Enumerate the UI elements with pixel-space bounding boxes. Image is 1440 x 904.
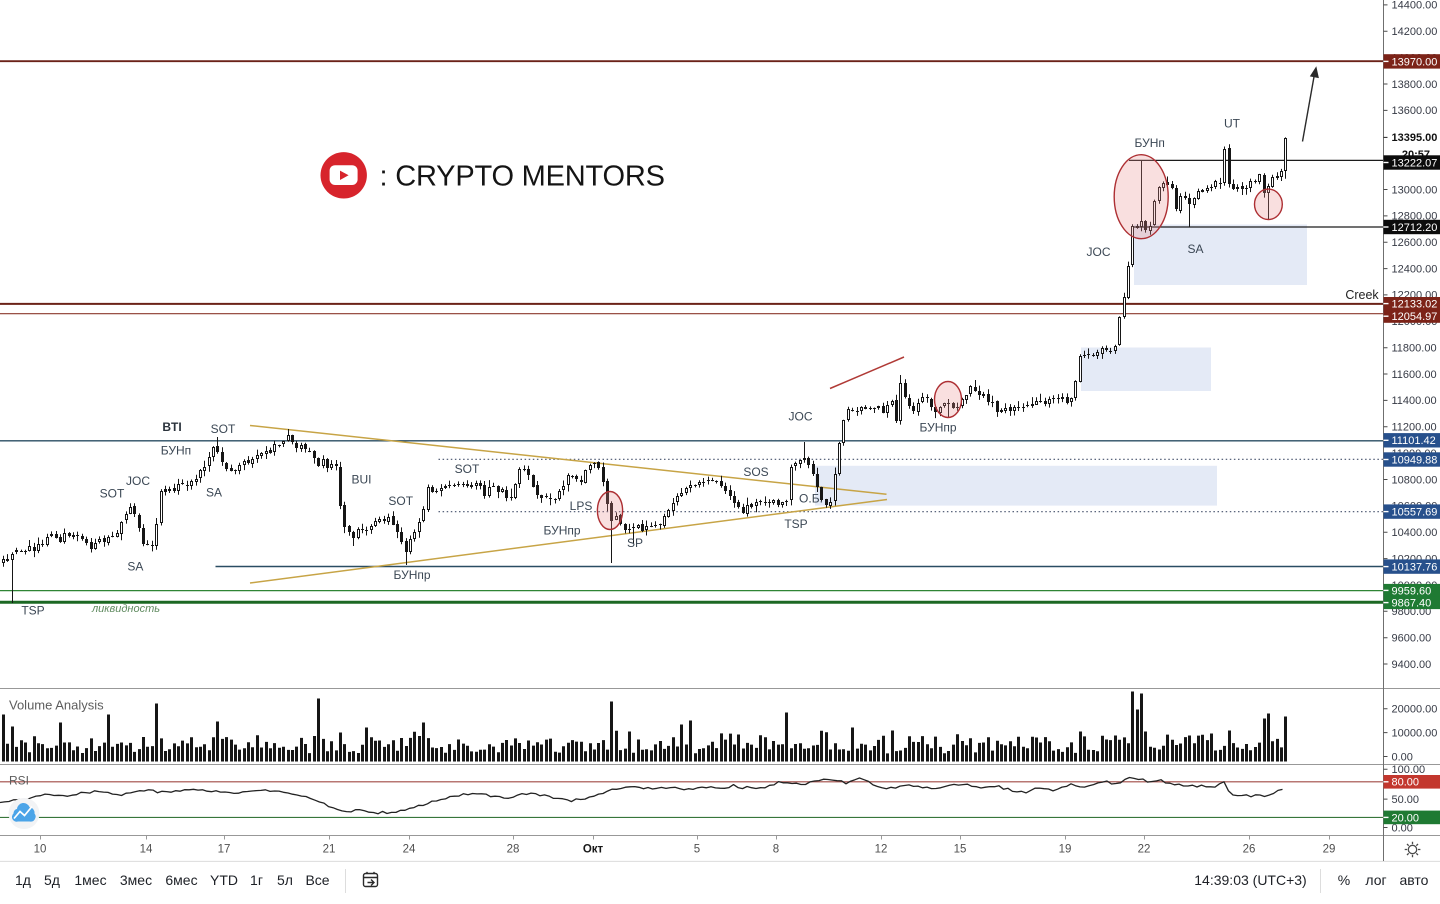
svg-text:лог: лог: [1365, 872, 1386, 888]
svg-text:80.00: 80.00: [1392, 777, 1420, 789]
svg-text:SOT: SOT: [211, 422, 236, 436]
svg-text:22: 22: [1138, 844, 1151, 856]
svg-text:9400.00: 9400.00: [1392, 659, 1432, 671]
svg-text:14400.00: 14400.00: [1392, 0, 1438, 12]
svg-text:TSP: TSP: [21, 604, 44, 618]
svg-text:11600.00: 11600.00: [1392, 369, 1437, 381]
svg-text:28: 28: [507, 844, 520, 856]
svg-text:5: 5: [694, 844, 700, 856]
svg-text:Все: Все: [305, 872, 329, 888]
svg-text:ликвидность: ликвидность: [91, 603, 160, 615]
svg-text:1г: 1г: [250, 872, 263, 888]
svg-text:13222.07: 13222.07: [1392, 157, 1438, 169]
svg-text:29: 29: [1323, 844, 1336, 856]
svg-text:SOT: SOT: [388, 494, 413, 508]
svg-text:SA: SA: [127, 560, 143, 574]
svg-text:19: 19: [1059, 844, 1072, 856]
svg-text:UT: UT: [1224, 117, 1241, 131]
svg-text:JOC: JOC: [1087, 245, 1111, 259]
svg-text:RSI: RSI: [9, 774, 29, 788]
svg-text:Volume Analysis: Volume Analysis: [9, 698, 104, 713]
svg-text:12600.00: 12600.00: [1392, 237, 1438, 249]
svg-text:SP: SP: [627, 536, 643, 550]
svg-text:SOT: SOT: [100, 487, 125, 501]
svg-text:авто: авто: [1400, 872, 1429, 888]
svg-text:О.Б.: О.Б.: [799, 492, 823, 506]
svg-text:20.00: 20.00: [1392, 812, 1420, 824]
svg-text:14:39:03 (UTC+3): 14:39:03 (UTC+3): [1194, 872, 1306, 888]
svg-text:BTI: BTI: [162, 420, 181, 434]
svg-text:5д: 5д: [44, 872, 60, 888]
svg-text:Creek: Creek: [1345, 288, 1379, 302]
svg-text:BUI: BUI: [351, 473, 371, 487]
svg-text:8: 8: [773, 844, 779, 856]
svg-text:13970.00: 13970.00: [1392, 56, 1438, 68]
svg-text:12400.00: 12400.00: [1392, 263, 1438, 275]
svg-text:11200.00: 11200.00: [1392, 422, 1437, 434]
svg-text:1д: 1д: [15, 872, 31, 888]
svg-text:TSP: TSP: [784, 517, 807, 531]
svg-text:10000.00: 10000.00: [1392, 727, 1438, 739]
svg-text:13395.00: 13395.00: [1392, 132, 1438, 144]
svg-text:: CRYPTO MENTORS: : CRYPTO MENTORS: [380, 161, 665, 193]
svg-text:YTD: YTD: [210, 872, 238, 888]
svg-text:10137.76: 10137.76: [1392, 562, 1438, 574]
svg-text:50.00: 50.00: [1392, 794, 1420, 806]
svg-text:11101.42: 11101.42: [1392, 435, 1436, 447]
svg-text:17: 17: [218, 844, 231, 856]
svg-text:SA: SA: [206, 486, 222, 500]
svg-text:0.00: 0.00: [1392, 751, 1413, 763]
svg-text:SOT: SOT: [455, 462, 480, 476]
svg-text:БУНп: БУНп: [161, 443, 191, 457]
svg-text:9600.00: 9600.00: [1392, 633, 1432, 645]
svg-text:11400.00: 11400.00: [1392, 395, 1437, 407]
svg-text:JOC: JOC: [126, 474, 150, 488]
svg-text:12712.20: 12712.20: [1392, 222, 1438, 234]
svg-text:БУНпр: БУНпр: [919, 421, 956, 435]
svg-text:БУНпр: БУНпр: [393, 568, 430, 582]
svg-text:14200.00: 14200.00: [1392, 26, 1438, 38]
svg-text:14: 14: [140, 844, 153, 856]
svg-text:24: 24: [403, 844, 416, 856]
svg-text:SA: SA: [1187, 242, 1203, 256]
svg-text:12: 12: [875, 844, 888, 856]
svg-text:6мес: 6мес: [165, 872, 197, 888]
svg-text:15: 15: [954, 844, 967, 856]
svg-text:БУНпр: БУНпр: [543, 524, 580, 538]
svg-text:10800.00: 10800.00: [1392, 474, 1438, 486]
svg-text:9867.40: 9867.40: [1392, 598, 1432, 610]
svg-text:JOC: JOC: [789, 410, 813, 424]
svg-text:12133.02: 12133.02: [1392, 299, 1438, 311]
svg-text:1мес: 1мес: [74, 872, 106, 888]
svg-text:12054.97: 12054.97: [1392, 311, 1438, 323]
svg-text:10400.00: 10400.00: [1392, 527, 1438, 539]
svg-text:21: 21: [323, 844, 336, 856]
svg-text:SOS: SOS: [743, 465, 768, 479]
svg-text:11800.00: 11800.00: [1392, 343, 1437, 355]
svg-text:9959.60: 9959.60: [1392, 585, 1432, 597]
svg-text:13600.00: 13600.00: [1392, 105, 1438, 117]
svg-text:LPS: LPS: [570, 499, 593, 513]
svg-text:10949.88: 10949.88: [1392, 454, 1438, 466]
svg-text:13800.00: 13800.00: [1392, 79, 1438, 91]
svg-text:100.00: 100.00: [1392, 764, 1426, 776]
svg-text:3мес: 3мес: [120, 872, 152, 888]
svg-text:10557.69: 10557.69: [1392, 507, 1438, 519]
svg-text:20000.00: 20000.00: [1392, 704, 1438, 716]
svg-text:Окт: Окт: [583, 844, 604, 856]
svg-text:%: %: [1338, 872, 1350, 888]
svg-text:26: 26: [1243, 844, 1256, 856]
svg-text:5л: 5л: [277, 872, 293, 888]
svg-text:13000.00: 13000.00: [1392, 184, 1438, 196]
svg-text:10: 10: [34, 844, 47, 856]
svg-text:БУНп: БУНп: [1135, 136, 1165, 150]
